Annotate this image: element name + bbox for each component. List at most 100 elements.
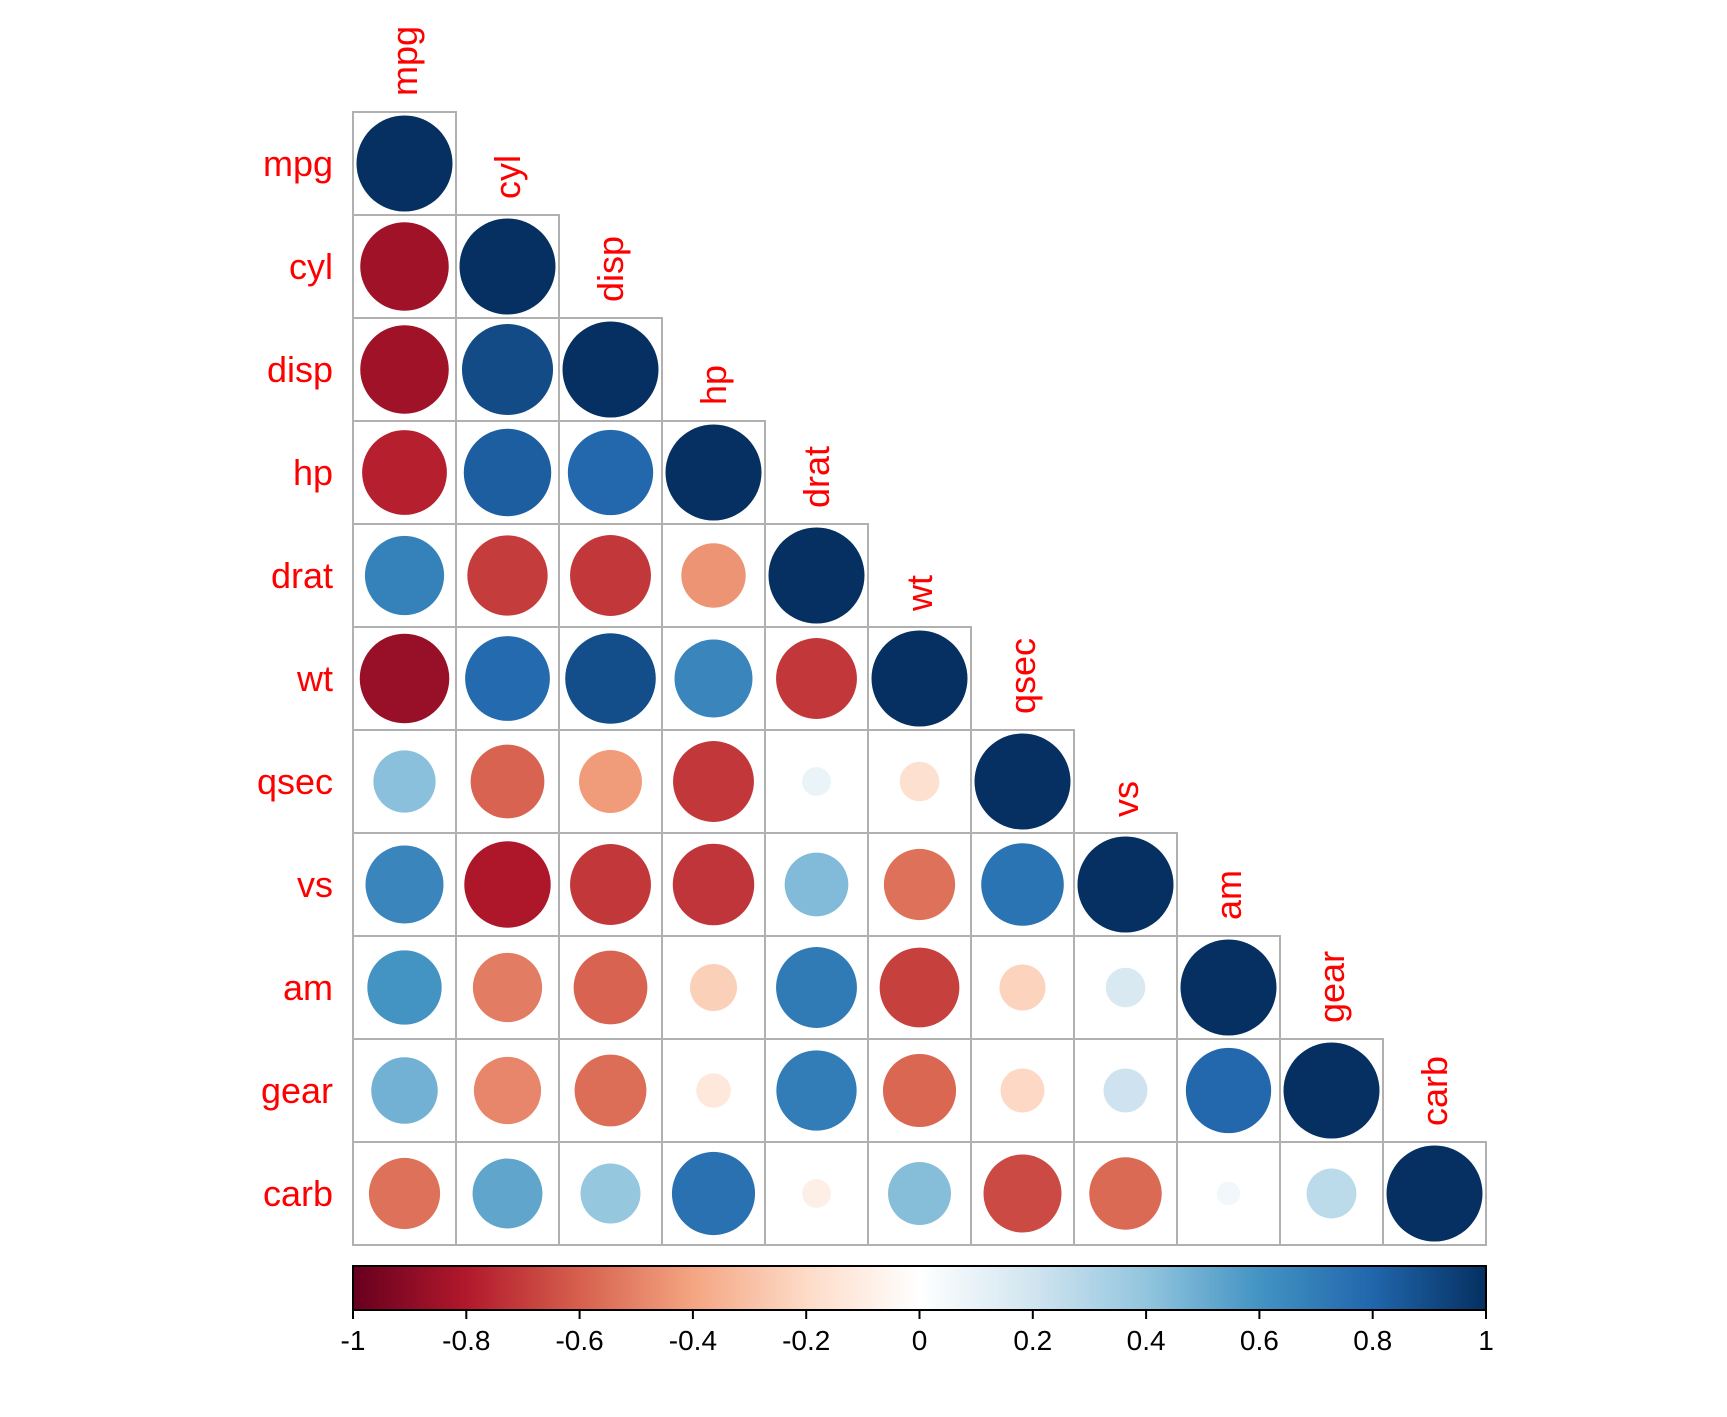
corr-circle-drat-mpg xyxy=(364,535,445,616)
col-label-qsec: qsec xyxy=(1002,638,1043,714)
corr-circle-carb-vs xyxy=(1089,1157,1162,1230)
row-label-gear: gear xyxy=(261,1070,333,1111)
corr-circle-am-cyl xyxy=(472,952,543,1023)
corr-circle-qsec-drat xyxy=(802,767,831,796)
corr-circle-wt-disp xyxy=(565,633,656,724)
corr-circle-drat-drat xyxy=(768,527,865,624)
row-label-vs: vs xyxy=(297,864,333,905)
corr-circle-disp-disp xyxy=(562,321,659,418)
corr-circle-gear-wt xyxy=(882,1053,957,1128)
corr-circle-vs-hp xyxy=(672,843,755,926)
corr-circle-cyl-cyl xyxy=(459,218,556,315)
colorbar-tick-label: -0.4 xyxy=(669,1325,717,1356)
corr-circle-vs-disp xyxy=(570,844,651,925)
colorbar-ticks: -1 -0.8 -0.6 -0.4 -0.2 0 0.2 0.4 0.6 0.8 1 xyxy=(341,1310,1494,1356)
corr-circle-gear-cyl xyxy=(473,1056,542,1125)
corr-circle-wt-cyl xyxy=(465,636,550,721)
col-label-am: am xyxy=(1208,870,1249,920)
corr-circle-vs-wt xyxy=(883,848,956,921)
corr-circle-gear-qsec xyxy=(1000,1068,1045,1113)
corr-circle-gear-disp xyxy=(574,1054,647,1127)
correlation-circles xyxy=(356,115,1483,1242)
corr-circle-gear-am xyxy=(1185,1047,1272,1134)
colorbar-tick-label: -0.8 xyxy=(442,1325,490,1356)
corr-circle-qsec-mpg xyxy=(373,750,436,813)
corr-circle-vs-qsec xyxy=(981,843,1064,926)
corr-circle-carb-am xyxy=(1216,1181,1241,1206)
col-label-cyl: cyl xyxy=(487,155,528,199)
corr-circle-carb-hp xyxy=(671,1151,756,1236)
corr-circle-hp-disp xyxy=(567,429,654,516)
corr-circle-vs-vs xyxy=(1077,836,1174,933)
colorbar-tick-label: -1 xyxy=(341,1325,366,1356)
corr-circle-carb-cyl xyxy=(472,1158,543,1229)
col-label-hp: hp xyxy=(693,365,734,405)
col-label-mpg: mpg xyxy=(384,26,425,96)
corr-circle-wt-drat xyxy=(776,638,857,719)
col-label-disp: disp xyxy=(590,236,631,302)
corr-circle-drat-hp xyxy=(681,543,746,608)
corr-circle-carb-wt xyxy=(888,1162,951,1225)
corr-circle-hp-hp xyxy=(665,424,762,521)
corr-circle-hp-mpg xyxy=(362,430,447,515)
row-label-disp: disp xyxy=(267,349,333,390)
grid-cell xyxy=(1382,1141,1487,1246)
corr-circle-gear-mpg xyxy=(371,1057,438,1124)
row-label-drat: drat xyxy=(271,555,333,596)
col-label-drat: drat xyxy=(796,446,837,508)
colorbar-tick-label: 1 xyxy=(1478,1325,1494,1356)
corr-circle-am-qsec xyxy=(999,964,1046,1011)
corr-circle-am-drat xyxy=(776,947,857,1028)
corr-circle-drat-disp xyxy=(570,535,651,616)
corr-circle-cyl-mpg xyxy=(360,222,449,311)
corr-circle-am-mpg xyxy=(367,950,442,1025)
colorbar-tick-label: -0.6 xyxy=(555,1325,603,1356)
corr-circle-am-wt xyxy=(879,947,960,1028)
colorbar xyxy=(352,1265,1487,1311)
corr-circle-am-vs xyxy=(1105,967,1146,1008)
corr-circle-drat-cyl xyxy=(467,535,548,616)
col-label-carb: carb xyxy=(1414,1056,1455,1126)
colorbar-tick-label: 0 xyxy=(912,1325,928,1356)
matrix-grid xyxy=(352,111,1487,1246)
colorbar-tick-label: -0.2 xyxy=(782,1325,830,1356)
colorbar-tick-label: 0.2 xyxy=(1013,1325,1052,1356)
colorbar-gradient xyxy=(352,1265,1487,1311)
corr-circle-disp-mpg xyxy=(360,325,449,414)
corr-circle-carb-gear xyxy=(1306,1168,1357,1219)
corr-circle-carb-carb xyxy=(1386,1145,1483,1242)
row-label-qsec: qsec xyxy=(257,761,333,802)
row-labels: mpg cyl disp hp drat wt qsec vs am gear carb xyxy=(257,143,333,1214)
column-labels: mpg cyl disp hp drat wt qsec vs am gear carb xyxy=(384,26,1455,1126)
col-label-wt: wt xyxy=(899,575,940,612)
corr-circle-qsec-disp xyxy=(579,750,642,813)
corr-circle-carb-disp xyxy=(580,1163,641,1224)
row-label-wt: wt xyxy=(296,658,333,699)
corr-circle-vs-drat xyxy=(784,852,849,917)
corr-circle-gear-gear xyxy=(1283,1042,1380,1139)
corr-circle-qsec-cyl xyxy=(470,744,545,819)
corr-circle-hp-cyl xyxy=(463,428,552,517)
corr-circle-wt-mpg xyxy=(359,633,450,724)
corr-circle-carb-qsec xyxy=(983,1154,1062,1233)
corr-circle-am-am xyxy=(1180,939,1277,1036)
row-label-cyl: cyl xyxy=(289,246,333,287)
corr-circle-qsec-qsec xyxy=(974,733,1071,830)
row-label-hp: hp xyxy=(293,452,333,493)
colorbar-tick-label: 0.8 xyxy=(1353,1325,1392,1356)
corr-circle-carb-drat xyxy=(802,1179,831,1208)
colorbar-tick-label: 0.6 xyxy=(1240,1325,1279,1356)
corr-circle-gear-drat xyxy=(776,1050,857,1131)
corr-circle-vs-mpg xyxy=(365,845,444,924)
corr-circle-vs-cyl xyxy=(464,841,551,928)
corr-circle-wt-wt xyxy=(871,630,968,727)
corr-circle-disp-cyl xyxy=(461,323,554,416)
row-label-carb: carb xyxy=(263,1173,333,1214)
corr-circle-mpg-mpg xyxy=(356,115,453,212)
corr-circle-am-disp xyxy=(573,950,648,1025)
col-label-gear: gear xyxy=(1311,951,1352,1023)
corr-circle-qsec-wt xyxy=(899,761,940,802)
corr-circle-gear-vs xyxy=(1103,1068,1148,1113)
corr-circle-am-hp xyxy=(689,963,738,1012)
